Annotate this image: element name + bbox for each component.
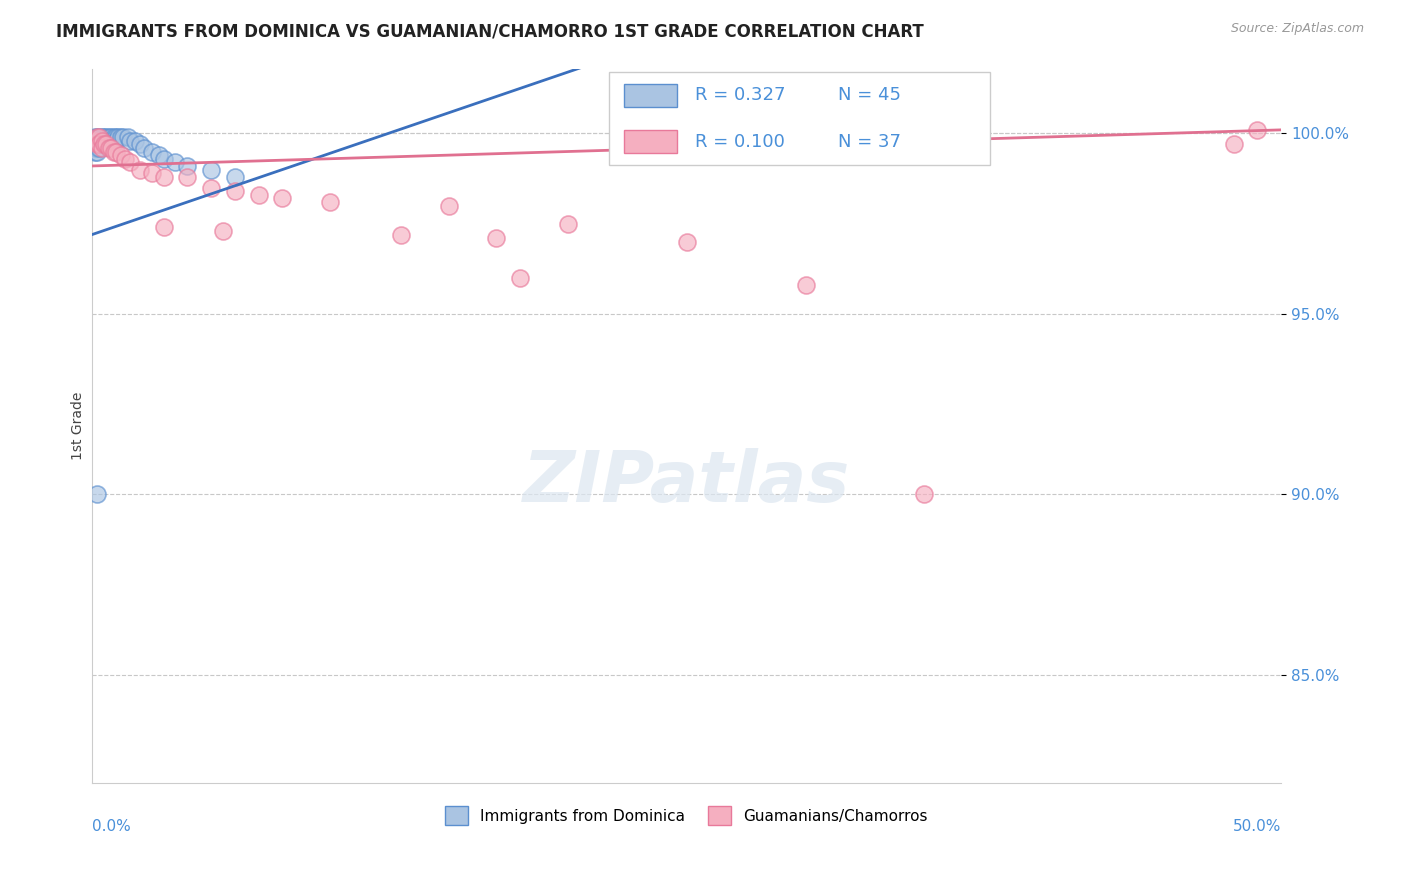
Point: [120, 134, 142, 148]
Point: [165, 155, 187, 169]
Point: [152, 220, 174, 235]
Point: [83, 137, 105, 152]
Point: [128, 162, 150, 177]
Point: [104, 130, 127, 145]
Point: [93, 130, 115, 145]
Point: [83, 134, 105, 148]
Point: [89, 130, 111, 145]
Point: [128, 137, 150, 152]
Point: [90, 141, 112, 155]
Point: [93, 137, 115, 152]
Point: [83, 130, 105, 145]
Point: [389, 227, 412, 242]
Text: 50.0%: 50.0%: [1233, 819, 1281, 834]
Point: [794, 278, 817, 293]
Point: [141, 166, 163, 180]
Text: N = 37: N = 37: [838, 133, 901, 151]
Point: [112, 130, 135, 145]
Point: [1222, 137, 1244, 152]
Point: [90, 137, 112, 152]
Point: [100, 134, 122, 148]
Legend: Immigrants from Dominica, Guamanians/Chamorros: Immigrants from Dominica, Guamanians/Cha…: [437, 798, 935, 832]
Point: [104, 145, 127, 159]
Point: [96, 134, 118, 148]
Point: [89, 130, 111, 145]
Point: [103, 130, 125, 145]
Point: [200, 180, 222, 194]
Point: [271, 191, 294, 205]
Text: 0.0%: 0.0%: [93, 819, 131, 834]
Point: [96, 130, 118, 145]
Point: [86, 137, 108, 152]
Point: [96, 137, 118, 152]
Point: [86, 487, 108, 501]
Point: [90, 134, 112, 148]
Text: R = 0.327: R = 0.327: [695, 87, 786, 104]
Point: [97, 134, 120, 148]
Point: [912, 487, 935, 501]
Text: R = 0.100: R = 0.100: [695, 133, 785, 151]
Point: [152, 169, 174, 184]
Point: [93, 134, 115, 148]
Point: [100, 130, 122, 145]
Point: [83, 134, 105, 148]
Text: ZIPatlas: ZIPatlas: [523, 449, 851, 517]
Point: [86, 137, 108, 152]
Point: [86, 130, 108, 145]
FancyBboxPatch shape: [609, 72, 990, 165]
Point: [120, 155, 142, 169]
Point: [89, 134, 111, 148]
Point: [224, 169, 246, 184]
Point: [509, 270, 531, 285]
Point: [148, 148, 170, 162]
Point: [212, 224, 235, 238]
Point: [176, 169, 198, 184]
Point: [557, 217, 579, 231]
Point: [90, 134, 112, 148]
Point: [100, 141, 122, 155]
FancyBboxPatch shape: [624, 130, 678, 153]
Point: [117, 130, 139, 145]
Text: N = 45: N = 45: [838, 87, 901, 104]
Point: [152, 152, 174, 166]
Point: [103, 145, 125, 159]
Point: [675, 235, 697, 249]
FancyBboxPatch shape: [624, 84, 678, 107]
Point: [86, 130, 108, 145]
Point: [89, 137, 111, 152]
Point: [134, 141, 156, 155]
Point: [97, 130, 120, 145]
Point: [110, 130, 132, 145]
Point: [114, 152, 136, 166]
Point: [97, 141, 120, 155]
Text: IMMIGRANTS FROM DOMINICA VS GUAMANIAN/CHAMORRO 1ST GRADE CORRELATION CHART: IMMIGRANTS FROM DOMINICA VS GUAMANIAN/CH…: [56, 22, 924, 40]
Point: [437, 199, 460, 213]
Point: [89, 141, 111, 155]
Point: [176, 159, 198, 173]
Point: [83, 141, 105, 155]
Point: [110, 148, 132, 162]
Point: [319, 195, 342, 210]
Text: Source: ZipAtlas.com: Source: ZipAtlas.com: [1230, 22, 1364, 36]
Point: [86, 141, 108, 155]
Point: [89, 137, 111, 152]
Y-axis label: 1st Grade: 1st Grade: [72, 392, 86, 460]
Point: [485, 231, 508, 245]
Point: [141, 145, 163, 159]
Point: [247, 187, 270, 202]
Point: [90, 130, 112, 145]
Point: [224, 184, 246, 198]
Point: [86, 145, 108, 159]
Point: [1246, 123, 1268, 137]
Point: [83, 145, 105, 159]
Point: [200, 162, 222, 177]
Point: [86, 134, 108, 148]
Point: [104, 134, 127, 148]
Point: [107, 130, 129, 145]
Point: [124, 134, 146, 148]
Point: [93, 137, 115, 152]
